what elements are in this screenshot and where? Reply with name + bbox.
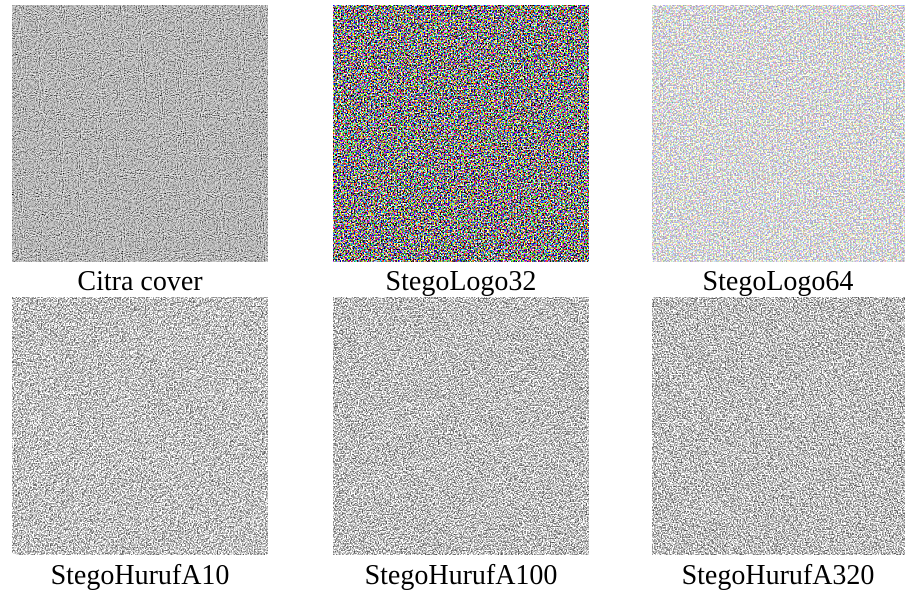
image-pixels [12, 5, 268, 262]
figure-cell: StegoLogo32 [333, 5, 589, 297]
caption: StegoHurufA10 [50, 560, 230, 591]
caption: StegoHurufA320 [681, 560, 875, 591]
noise-image [652, 297, 905, 555]
noise-image [12, 297, 268, 555]
caption: Citra cover [77, 266, 203, 297]
image-pixels [12, 297, 268, 555]
image-pixels [652, 297, 905, 555]
caption: StegoLogo32 [385, 266, 537, 297]
image-pixels [333, 5, 589, 262]
caption: StegoHurufA100 [364, 560, 558, 591]
noise-image [12, 5, 268, 262]
figure-cell: StegoHurufA320 [652, 297, 905, 591]
noise-image [333, 297, 589, 555]
figure-cell: StegoLogo64 [652, 5, 905, 297]
noise-image [652, 5, 905, 262]
noise-image [333, 5, 589, 262]
image-pixels [652, 5, 905, 262]
figure-cell: StegoHurufA10 [12, 297, 268, 591]
image-pixels [333, 297, 589, 555]
figure-cell: StegoHurufA100 [333, 297, 589, 591]
figure-cell: Citra cover [12, 5, 268, 297]
caption: StegoLogo64 [702, 266, 854, 297]
